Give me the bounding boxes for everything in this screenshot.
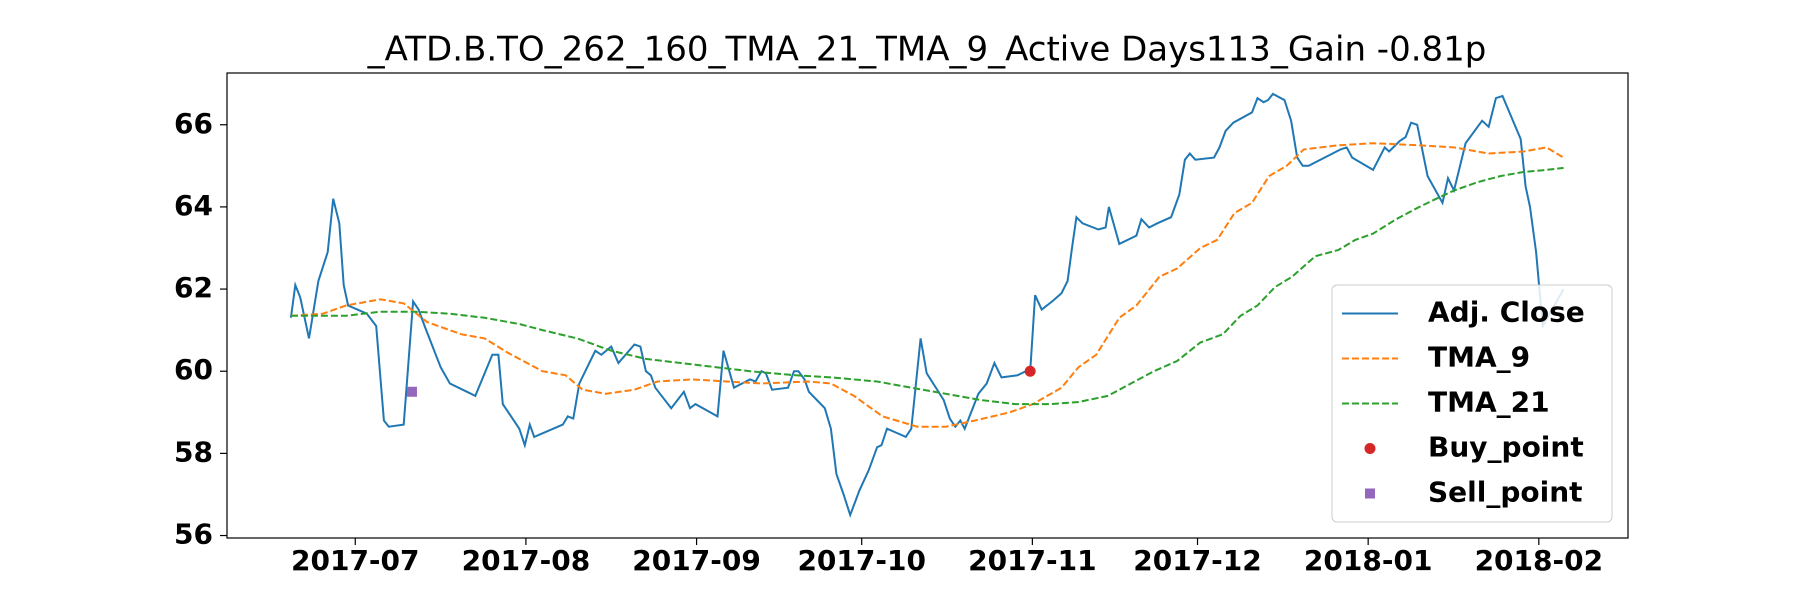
- legend-marker: [1365, 488, 1375, 499]
- legend-label: TMA_9: [1428, 341, 1530, 374]
- y-tick-label: 58: [174, 435, 213, 468]
- chart-title: _ATD.B.TO_262_160_TMA_21_TMA_9_Active Da…: [367, 30, 1487, 70]
- y-tick-label: 62: [174, 271, 213, 304]
- x-tick-label: 2017-12: [1133, 544, 1262, 577]
- legend-label: Sell_point: [1428, 476, 1583, 509]
- data-point: [1024, 365, 1036, 377]
- x-tick-label: 2018-02: [1475, 544, 1604, 577]
- legend-box: [1331, 284, 1613, 523]
- data-point: [406, 386, 417, 397]
- legend-label: TMA_21: [1428, 386, 1550, 419]
- y-tick-label: 56: [174, 518, 213, 551]
- x-tick-label: 2018-01: [1304, 544, 1433, 577]
- y-tick-label: 60: [174, 353, 213, 386]
- legend-marker: [1364, 443, 1376, 454]
- x-tick-label: 2017-10: [797, 544, 926, 577]
- x-tick-label: 2017-07: [291, 544, 420, 577]
- x-tick-label: 2017-09: [632, 544, 761, 577]
- x-tick-label: 2017-08: [462, 544, 591, 577]
- y-tick-label: 66: [174, 107, 213, 140]
- series-line: [290, 142, 1565, 428]
- legend-label: Buy_point: [1428, 431, 1584, 464]
- x-tick-label: 2017-11: [968, 544, 1097, 577]
- series-line: [290, 166, 1564, 406]
- legend-label: Adj. Close: [1428, 296, 1585, 329]
- plot-frame: [226, 72, 1629, 539]
- y-tick-label: 64: [174, 189, 213, 222]
- series-line: [289, 92, 1565, 519]
